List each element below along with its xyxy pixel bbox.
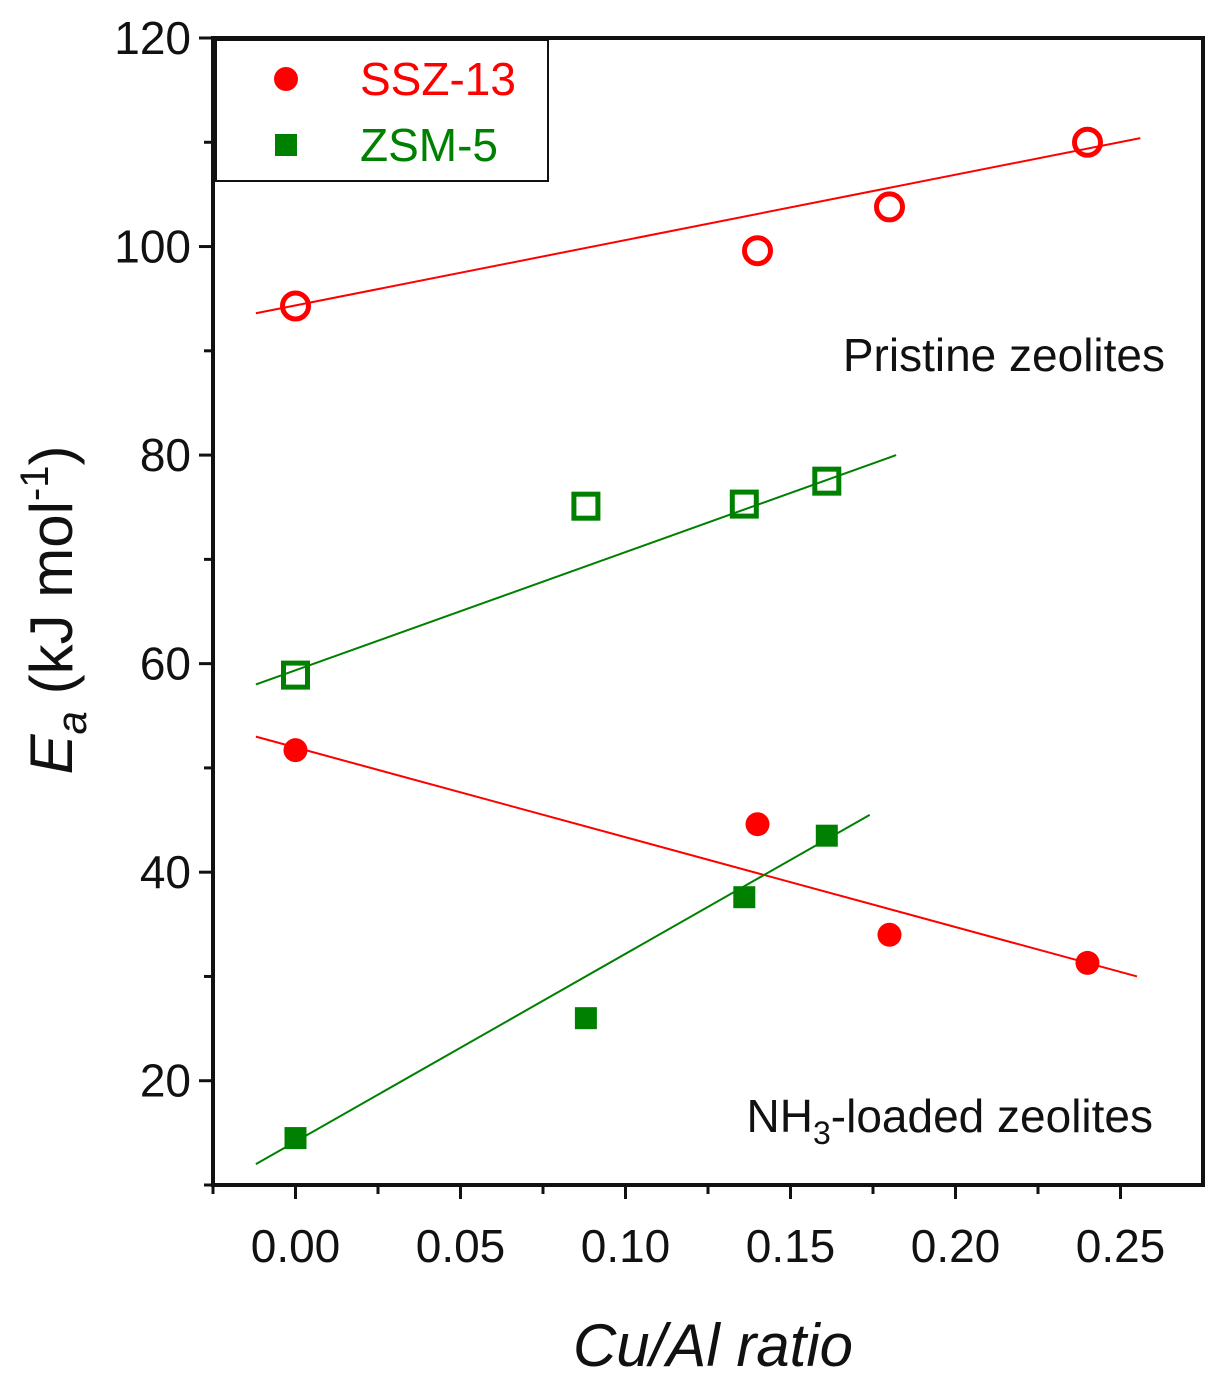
fit-line-nh3-zsm5 xyxy=(255,813,871,1166)
point-pristine-ssz13 xyxy=(280,290,311,322)
plot-frame xyxy=(211,36,1205,1187)
y-axis-unit-close: ) xyxy=(18,446,85,466)
point-pristine-ssz13 xyxy=(742,235,773,267)
annotation-nh3-loaded: NH3-loaded zeolites xyxy=(747,1090,1153,1151)
y-axis-symbol: E xyxy=(18,733,85,774)
y-tick-label: 40 xyxy=(140,846,191,898)
point-pristine-ssz13 xyxy=(1072,126,1103,158)
fit-line-pristine-ssz13 xyxy=(255,137,1141,315)
fit-lines xyxy=(255,137,1141,1166)
legend-marker-zsm5 xyxy=(275,134,297,156)
point-pristine-ssz13 xyxy=(874,191,905,223)
point-nh3-zsm5 xyxy=(574,1007,597,1030)
legend-label-ssz13: SSZ-13 xyxy=(360,53,516,105)
legend-label-zsm5: ZSM-5 xyxy=(360,119,498,171)
point-pristine-zsm5 xyxy=(812,466,842,496)
plot-border xyxy=(211,36,1205,1187)
x-axis-title: Cu/Al ratio xyxy=(573,1312,853,1379)
y-axis-title: Ea (kJ mol-1) xyxy=(13,446,95,775)
y-tick-label: 80 xyxy=(140,429,191,481)
annotation-pristine: Pristine zeolites xyxy=(843,329,1165,381)
y-tick-label: 100 xyxy=(114,221,191,273)
y-axis-unit-sup: -1 xyxy=(13,466,57,502)
annotation-nh3-suffix: -loaded zeolites xyxy=(831,1090,1153,1142)
y-axis-ticks: 20 40 60 80 100 120 xyxy=(114,12,213,1187)
point-nh3-zsm5 xyxy=(733,886,756,909)
annotation-nh3-sub: 3 xyxy=(813,1115,831,1151)
x-tick-label: 0.25 xyxy=(1076,1220,1166,1272)
y-tick-label: 120 xyxy=(114,12,191,64)
point-pristine-zsm5 xyxy=(571,491,601,521)
point-nh3-ssz13 xyxy=(283,738,308,763)
y-axis-symbol-sub: a xyxy=(48,711,95,734)
annotation-nh3-prefix: NH xyxy=(747,1090,813,1142)
y-axis-unit: (kJ mol xyxy=(18,501,85,711)
point-pristine-zsm5 xyxy=(281,660,310,690)
data-points xyxy=(280,126,1103,1150)
point-pristine-zsm5 xyxy=(729,489,759,519)
legend: SSZ-13 ZSM-5 xyxy=(215,39,549,182)
fit-line-nh3-ssz13 xyxy=(255,735,1138,978)
point-nh3-zsm5 xyxy=(815,824,838,847)
point-nh3-zsm5 xyxy=(284,1127,307,1150)
x-tick-label: 0.20 xyxy=(911,1220,1001,1272)
y-tick-label: 60 xyxy=(140,638,191,690)
legend-marker-ssz13 xyxy=(274,67,298,91)
y-tick-label: 20 xyxy=(140,1055,191,1107)
x-axis-ticks: 0.00 0.05 0.10 0.15 0.20 0.25 xyxy=(211,1185,1166,1272)
x-tick-label: 0.10 xyxy=(581,1220,671,1272)
point-nh3-ssz13 xyxy=(1075,950,1100,975)
x-tick-label: 0.05 xyxy=(416,1220,506,1272)
fit-line-pristine-zsm5 xyxy=(255,454,897,686)
x-tick-label: 0.15 xyxy=(746,1220,836,1272)
x-tick-label: 0.00 xyxy=(251,1220,341,1272)
legend-box xyxy=(215,39,549,182)
point-nh3-ssz13 xyxy=(745,812,770,837)
point-nh3-ssz13 xyxy=(877,922,902,947)
